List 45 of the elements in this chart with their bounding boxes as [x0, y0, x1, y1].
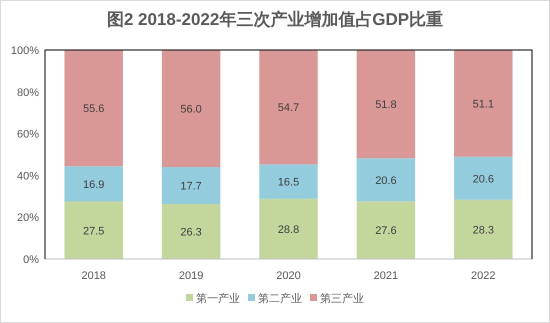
y-tick-label: 80%: [16, 86, 40, 99]
bar: [356, 50, 416, 158]
x-tick-label: 2018: [81, 270, 106, 282]
data-label: 55.6: [82, 103, 104, 116]
data-label: 54.7: [278, 102, 300, 114]
bar: [454, 156, 513, 200]
data-label: 27.5: [82, 225, 104, 238]
data-label: 26.3: [180, 226, 202, 239]
x-tick-label: 2021: [374, 270, 398, 282]
chart-title: 图2 2018-2022年三次产业增加值占GDP比重: [106, 10, 444, 29]
data-label: 56.0: [180, 104, 202, 116]
y-tick-label: 100%: [10, 45, 40, 57]
y-tick-label: 40%: [16, 170, 40, 182]
bar: [64, 50, 123, 166]
data-label: 27.6: [375, 225, 397, 238]
data-label: 16.9: [82, 178, 104, 191]
bar: [162, 50, 220, 168]
bar: [356, 158, 416, 202]
data-label: 20.6: [375, 174, 397, 187]
bar: [356, 201, 416, 259]
y-tick-label: 0%: [23, 254, 40, 266]
bar: [64, 202, 123, 259]
y-tick-label: 20%: [16, 212, 40, 224]
data-label: 51.1: [472, 98, 494, 110]
legend-label: 第一产业: [196, 292, 240, 305]
bar: [162, 167, 220, 204]
y-tick-label: 60%: [16, 128, 40, 141]
data-label: 51.8: [375, 99, 397, 112]
data-label: 16.5: [278, 176, 300, 189]
bar: [259, 198, 318, 259]
x-tick-label: 2022: [471, 270, 496, 282]
x-tick-label: 2019: [178, 270, 204, 282]
bar: [454, 50, 513, 157]
data-label: 17.7: [180, 180, 202, 193]
bar: [64, 166, 123, 202]
bar: [454, 200, 513, 259]
data-label: 20.6: [472, 173, 494, 186]
x-tick-label: 2020: [276, 270, 301, 282]
bar: [259, 164, 318, 199]
legend-label: 第三产业: [320, 292, 364, 305]
legend-label: 第二产业: [258, 292, 302, 305]
data-label: 28.3: [472, 224, 494, 236]
bar: [259, 50, 318, 164]
bar: [162, 204, 220, 259]
data-label: 28.8: [278, 224, 300, 236]
